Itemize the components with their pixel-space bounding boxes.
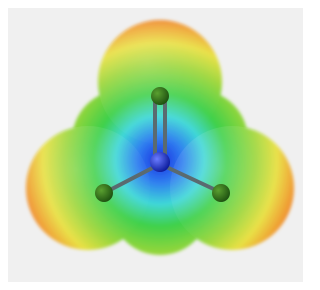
oxygen-atom — [151, 87, 169, 105]
nitrogen-atom — [150, 152, 170, 172]
page: {} — [0, 0, 311, 290]
image — [0, 0, 311, 290]
oxygen-atom — [95, 184, 113, 202]
oxygen-atom — [212, 184, 230, 202]
